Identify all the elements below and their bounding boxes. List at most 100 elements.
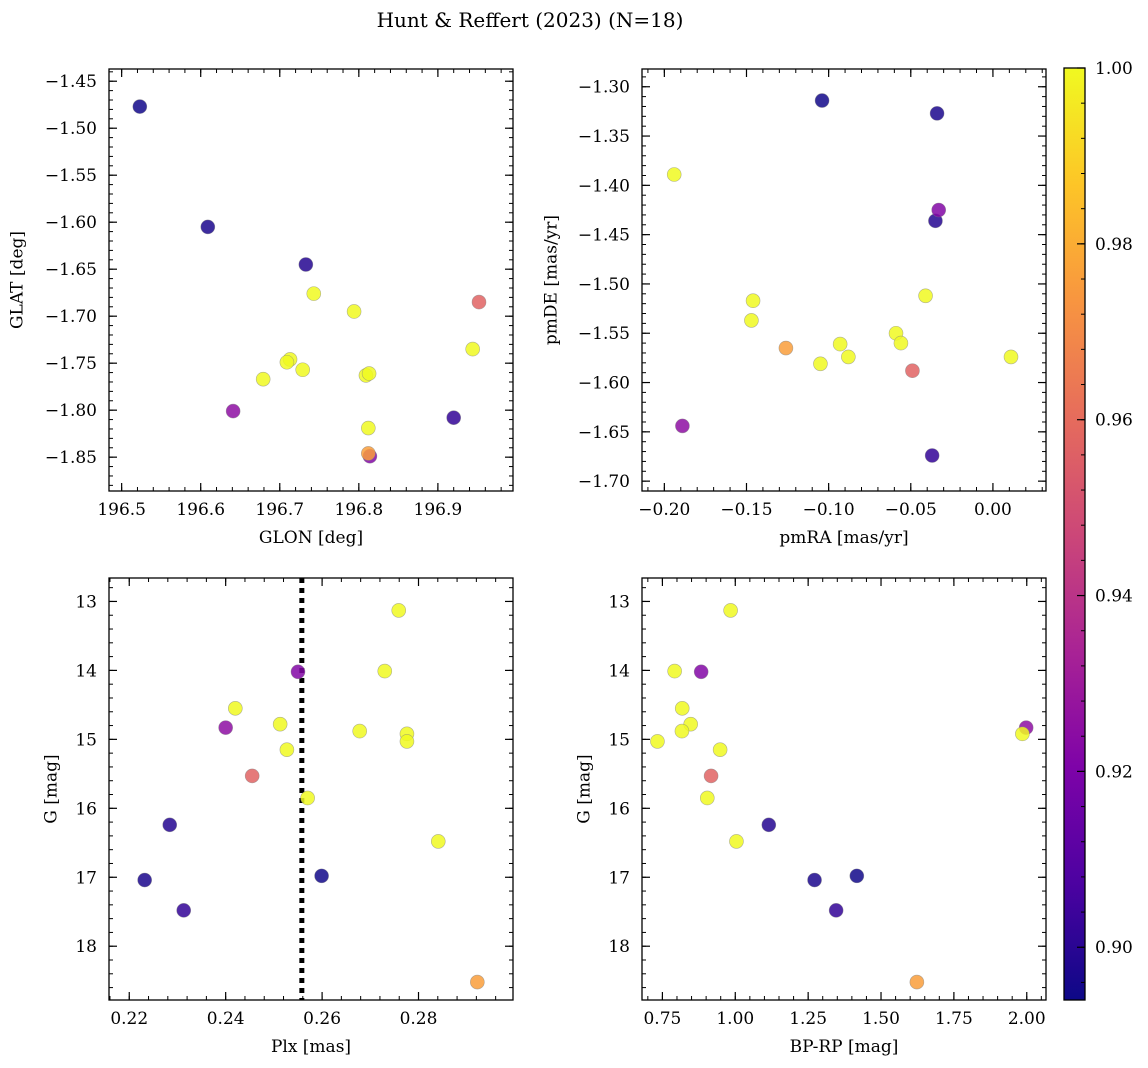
y-axis-label: G [mag]: [575, 754, 595, 823]
data-point: [279, 354, 295, 370]
data-points: [650, 603, 1034, 990]
colorbar-tick-label: 0.94: [1095, 587, 1133, 607]
x-tick-label: 1.50: [862, 1009, 900, 1029]
x-tick-label: 196.6: [176, 500, 225, 520]
data-point: [306, 286, 322, 301]
data-point: [295, 362, 310, 378]
data-point: [255, 371, 271, 387]
scatter-panel-2: −0.20 −0.15 −0.10 −0.05 0.00 −1.70 −1.65 −1.60 −…: [542, 68, 1047, 548]
y-tick-label: −1.70: [45, 307, 97, 327]
data-point: [924, 448, 940, 463]
data-point: [745, 293, 761, 309]
colorbar: 0.90 0.92 0.94 0.96 0.98 1.00: [1063, 59, 1133, 1001]
data-point: [290, 664, 306, 680]
y-tick-label: −1.70: [578, 472, 630, 492]
x-axis-label: BP-RP [mag]: [790, 1037, 899, 1057]
axes-frame: [641, 68, 1047, 492]
y-tick-label: 16: [608, 799, 630, 819]
data-point: [761, 817, 777, 833]
figure-title: Hunt & Reffert (2023) (N=18): [377, 8, 684, 32]
data-point: [361, 420, 376, 436]
data-point: [391, 603, 407, 618]
data-point: [931, 202, 947, 218]
x-tick-label: 0.28: [400, 1009, 438, 1029]
data-point: [674, 701, 690, 716]
x-tick-label: 1.75: [935, 1009, 973, 1029]
y-tick-label: −1.65: [578, 423, 630, 443]
x-tick-label: −0.20: [638, 500, 690, 520]
data-point: [228, 701, 243, 716]
x-tick-label: 0.22: [110, 1009, 148, 1029]
data-point: [162, 817, 178, 833]
colorbar-tick-label: 0.98: [1095, 235, 1133, 255]
data-point: [909, 974, 925, 990]
y-axis-label: pmDE [mas/yr]: [542, 215, 562, 345]
data-point: [298, 257, 314, 272]
x-tick-label: 0.75: [643, 1009, 681, 1029]
y-tick-label: 13: [608, 592, 630, 612]
data-point: [807, 872, 822, 888]
x-tick-label: 0.24: [207, 1009, 245, 1029]
data-point: [841, 349, 856, 365]
scatter-panel-4: 0.75 1.00 1.25 1.50 1.75 2.00 13 14 15 16 17 18 BP-R…: [575, 577, 1047, 1057]
colorbar-frame: [1063, 67, 1086, 1001]
y-tick-label: −1.50: [578, 275, 630, 295]
data-point: [465, 341, 480, 357]
axis-ticks: [109, 69, 513, 491]
y-tick-label: −1.85: [45, 448, 97, 468]
data-point: [650, 734, 665, 749]
y-tick-label: 15: [75, 730, 97, 750]
colorbar-gradient: [1064, 68, 1085, 1000]
x-tick-label: 2.00: [1008, 1009, 1046, 1029]
x-tick-label: 1.00: [716, 1009, 754, 1029]
y-tick-label: −1.40: [578, 176, 630, 196]
x-axis-label: GLON [deg]: [259, 528, 363, 548]
data-point: [470, 974, 485, 990]
data-point: [828, 903, 844, 918]
data-point: [244, 768, 260, 784]
y-tick-label: 18: [608, 937, 630, 957]
data-point: [430, 834, 446, 849]
data-point: [674, 723, 690, 739]
data-point: [849, 868, 865, 884]
data-point: [729, 834, 744, 849]
x-tick-label: 0.26: [303, 1009, 341, 1029]
data-point: [905, 363, 920, 379]
data-point: [399, 734, 415, 749]
data-point: [218, 720, 233, 735]
x-tick-label: 0.00: [974, 500, 1012, 520]
data-point: [200, 219, 216, 235]
x-tick-label: −0.05: [885, 500, 937, 520]
axes-frame: [641, 577, 1047, 1001]
data-point: [666, 167, 682, 182]
data-point: [361, 446, 376, 461]
data-point: [712, 742, 728, 757]
data-points: [666, 93, 1019, 463]
y-tick-label: −1.60: [45, 213, 97, 233]
data-point: [272, 716, 288, 732]
y-tick-label: 16: [75, 799, 97, 819]
y-tick-label: −1.75: [45, 354, 97, 374]
data-point: [667, 663, 682, 679]
data-points: [137, 603, 485, 990]
data-point: [675, 418, 690, 434]
data-point: [1015, 726, 1030, 742]
y-tick-label: 15: [608, 730, 630, 750]
scatter-panel-3: 0.22 0.24 0.26 0.28 13 14 15 16 17 18 Plx [mas] G […: [42, 577, 514, 1057]
axes-frame: [108, 68, 514, 492]
y-tick-label: −1.45: [578, 226, 630, 246]
y-tick-label: −1.35: [578, 127, 630, 147]
x-axis-label: pmRA [mas/yr]: [779, 528, 908, 548]
data-point: [832, 336, 848, 352]
data-point: [723, 603, 738, 618]
data-point: [314, 868, 329, 884]
y-tick-label: −1.80: [45, 401, 97, 421]
y-tick-label: 18: [75, 937, 97, 957]
data-point: [471, 294, 487, 310]
data-point: [352, 723, 367, 739]
y-tick-label: 13: [75, 592, 97, 612]
data-point: [893, 335, 909, 351]
data-point: [1003, 349, 1019, 365]
axis-ticks: [642, 578, 1046, 1000]
